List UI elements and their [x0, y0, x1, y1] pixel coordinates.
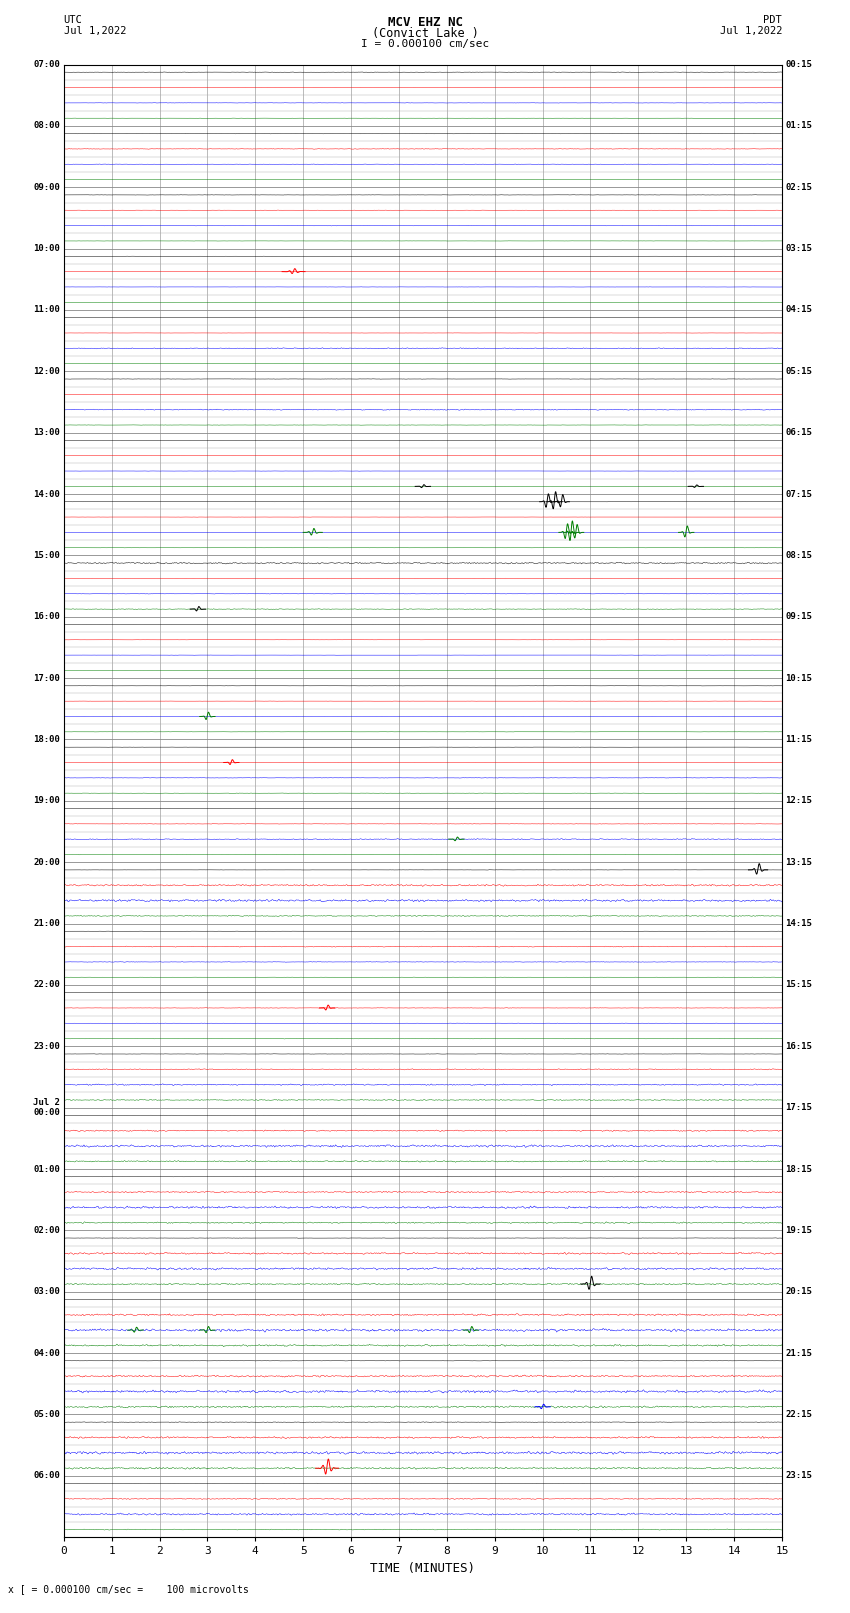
- Text: 21:15: 21:15: [785, 1348, 813, 1358]
- Text: I = 0.000100 cm/sec: I = 0.000100 cm/sec: [361, 39, 489, 48]
- Text: Jul 1,2022: Jul 1,2022: [719, 26, 782, 35]
- Text: 16:00: 16:00: [33, 613, 60, 621]
- Text: 17:00: 17:00: [33, 674, 60, 682]
- Text: 14:00: 14:00: [33, 490, 60, 498]
- Text: UTC: UTC: [64, 15, 82, 24]
- Text: 06:15: 06:15: [785, 427, 813, 437]
- Text: 18:15: 18:15: [785, 1165, 813, 1174]
- Text: 03:15: 03:15: [785, 244, 813, 253]
- Text: 09:00: 09:00: [33, 182, 60, 192]
- Text: 20:00: 20:00: [33, 858, 60, 866]
- Text: 04:00: 04:00: [33, 1348, 60, 1358]
- Text: Jul 2: Jul 2: [33, 1098, 60, 1107]
- Text: 00:15: 00:15: [785, 60, 813, 69]
- Text: 13:00: 13:00: [33, 427, 60, 437]
- Text: x [ = 0.000100 cm/sec =    100 microvolts: x [ = 0.000100 cm/sec = 100 microvolts: [8, 1584, 249, 1594]
- Text: 20:15: 20:15: [785, 1287, 813, 1297]
- Text: 05:15: 05:15: [785, 366, 813, 376]
- Text: Jul 1,2022: Jul 1,2022: [64, 26, 127, 35]
- Text: 08:15: 08:15: [785, 552, 813, 560]
- Text: 10:15: 10:15: [785, 674, 813, 682]
- Text: 07:15: 07:15: [785, 490, 813, 498]
- Text: PDT: PDT: [763, 15, 782, 24]
- Text: 22:00: 22:00: [33, 981, 60, 989]
- Text: MCV EHZ NC: MCV EHZ NC: [388, 16, 462, 29]
- Text: 06:00: 06:00: [33, 1471, 60, 1481]
- Text: 08:00: 08:00: [33, 121, 60, 131]
- Text: 23:00: 23:00: [33, 1042, 60, 1050]
- Text: 14:15: 14:15: [785, 919, 813, 927]
- Text: 15:15: 15:15: [785, 981, 813, 989]
- Text: 09:15: 09:15: [785, 613, 813, 621]
- Text: 22:15: 22:15: [785, 1410, 813, 1419]
- Text: 18:00: 18:00: [33, 736, 60, 744]
- Text: 19:15: 19:15: [785, 1226, 813, 1236]
- Text: 17:15: 17:15: [785, 1103, 813, 1111]
- Text: 11:00: 11:00: [33, 305, 60, 315]
- Text: 16:15: 16:15: [785, 1042, 813, 1050]
- Text: 05:00: 05:00: [33, 1410, 60, 1419]
- Text: 00:00: 00:00: [33, 1108, 60, 1116]
- Text: 15:00: 15:00: [33, 552, 60, 560]
- Text: 11:15: 11:15: [785, 736, 813, 744]
- Text: 01:15: 01:15: [785, 121, 813, 131]
- Text: 19:00: 19:00: [33, 797, 60, 805]
- Text: 12:15: 12:15: [785, 797, 813, 805]
- Text: 12:00: 12:00: [33, 366, 60, 376]
- Text: 01:00: 01:00: [33, 1165, 60, 1174]
- Text: 21:00: 21:00: [33, 919, 60, 927]
- Text: 02:15: 02:15: [785, 182, 813, 192]
- Text: 13:15: 13:15: [785, 858, 813, 866]
- Text: 23:15: 23:15: [785, 1471, 813, 1481]
- Text: 04:15: 04:15: [785, 305, 813, 315]
- Text: 03:00: 03:00: [33, 1287, 60, 1297]
- Text: 10:00: 10:00: [33, 244, 60, 253]
- X-axis label: TIME (MINUTES): TIME (MINUTES): [371, 1561, 475, 1574]
- Text: 07:00: 07:00: [33, 60, 60, 69]
- Text: (Convict Lake ): (Convict Lake ): [371, 27, 479, 40]
- Text: 02:00: 02:00: [33, 1226, 60, 1236]
